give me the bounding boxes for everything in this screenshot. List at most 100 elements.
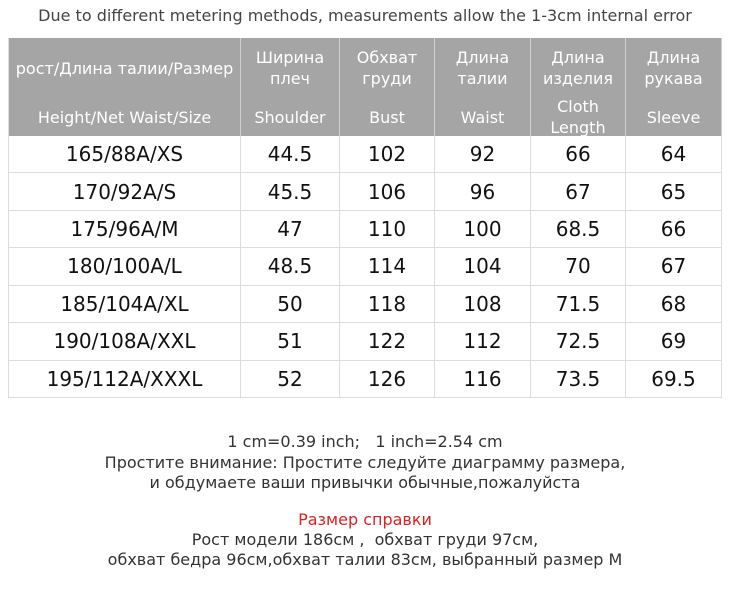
table-cell: 165/88A/XS [9, 136, 241, 174]
header-en-text: Shoulder [254, 107, 326, 127]
table-cell-text: 170/92A/S [72, 179, 177, 204]
table-cell: 47 [241, 210, 340, 249]
header-ru: Длина рукава [626, 38, 722, 98]
reference: обхват бедра 96см,обхват талии 83см, выб… [107, 550, 623, 569]
table-cell-text: 108 [463, 291, 502, 316]
table-cell: 96 [435, 173, 531, 211]
table-cell-text: 67 [565, 179, 591, 204]
table-cell: 52 [241, 360, 340, 398]
header-en: Cloth Length [531, 97, 626, 137]
table-cell-text: 92 [469, 142, 496, 167]
notice: Простите внимание: Простите следуйте диа… [104, 453, 626, 472]
header-en-text: Sleeve [646, 107, 701, 127]
header-en-text: Waist [460, 107, 505, 127]
table-cell-text: 190/108A/XXL [53, 329, 196, 354]
table-cell-text: 67 [660, 254, 687, 279]
table-cell: 65 [626, 173, 722, 211]
header-en: Sleeve [626, 98, 722, 136]
table-cell: 73.5 [531, 360, 626, 398]
table-cell: 67 [626, 248, 722, 286]
table-cell-text: 195/112A/XXXL [46, 366, 203, 391]
table-cell-text: 110 [367, 217, 407, 242]
table-cell: 112 [435, 323, 531, 361]
reference-title: Размер справки [298, 510, 432, 529]
table-cell: 64 [626, 136, 722, 174]
header-en-text: Height/Net Waist/Size [37, 107, 212, 127]
table-cell-text: 104 [463, 254, 502, 279]
header-en-text: Cloth Length [550, 97, 606, 137]
table-cell: 126 [340, 360, 435, 398]
conversion: 1 cm=0.39 inch; 1 inch=2.54 cm [227, 432, 503, 451]
table-cell: 45.5 [241, 173, 340, 211]
table-cell: 92 [435, 136, 531, 174]
table-cell-text: 66 [660, 217, 687, 242]
table-cell-text: 52 [277, 366, 303, 391]
header-ru: рост/Длина талии/Размер [9, 38, 241, 98]
table-cell: 51 [241, 323, 340, 361]
table-cell-text: 126 [367, 366, 407, 391]
table-cell-text: 106 [367, 179, 407, 204]
table-cell-text: 72.5 [555, 329, 601, 354]
table-cell: 108 [435, 285, 531, 324]
table-cell: 68 [626, 285, 722, 324]
table-cell: 70 [531, 248, 626, 286]
header-en: Bust [340, 98, 435, 136]
header-ru-text: Длина рукава [644, 48, 703, 88]
table-cell: 66 [531, 136, 626, 174]
table-cell: 118 [340, 285, 435, 324]
table-cell: 50 [241, 285, 340, 324]
table-cell-text: 71.5 [555, 291, 601, 316]
table-cell-text: 185/104A/XL [60, 291, 189, 316]
header-ru-text: Длина талии [455, 48, 510, 88]
table-cell-text: 114 [367, 254, 407, 279]
table-cell: 190/108A/XXL [9, 323, 241, 361]
header-en: Waist [435, 98, 531, 136]
note: Due to different metering methods, measu… [38, 6, 692, 25]
table-cell: 71.5 [531, 285, 626, 324]
table-cell-text: 44.5 [267, 142, 313, 167]
table-cell: 48.5 [241, 248, 340, 286]
table-cell-text: 68.5 [555, 217, 601, 242]
header-ru: Ширина плеч [241, 38, 340, 98]
table-cell-text: 112 [463, 329, 502, 354]
table-cell-text: 65 [660, 179, 687, 204]
table-cell-text: 96 [469, 179, 496, 204]
header-en: Height/Net Waist/Size [9, 98, 241, 136]
table-cell-text: 165/88A/XS [65, 142, 184, 167]
header-ru: Длина изделия [531, 38, 626, 98]
table-cell-text: 73.5 [555, 366, 601, 391]
header-ru-text: Длина изделия [542, 48, 614, 88]
notice: и обдумаете ваши привычки обычные,пожалу… [149, 473, 581, 492]
table-cell: 44.5 [241, 136, 340, 174]
table-cell-text: 116 [463, 366, 502, 391]
header-ru: Обхват груди [340, 38, 435, 98]
table-cell-text: 69.5 [651, 366, 696, 391]
table-cell: 102 [340, 136, 435, 174]
table-cell: 67 [531, 173, 626, 211]
header-en: Shoulder [241, 98, 340, 136]
table-cell-text: 180/100A/L [67, 254, 182, 279]
table-cell: 66 [626, 210, 722, 249]
table-cell: 114 [340, 248, 435, 286]
size-table: рост/Длина талии/Размер Ширина плеч Обхват… [8, 38, 722, 398]
table-cell: 116 [435, 360, 531, 398]
table-cell: 106 [340, 173, 435, 211]
table-cell: 104 [435, 248, 531, 286]
header-ru-text: Ширина плеч [255, 48, 325, 88]
table-cell-text: 47 [277, 217, 303, 242]
header-ru-text: Обхват груди [356, 48, 418, 88]
reference: Рост модели 186см , обхват груди 97см, [191, 530, 539, 549]
table-cell: 175/96A/M [9, 210, 241, 249]
table-cell: 72.5 [531, 323, 626, 361]
header-ru: Длина талии [435, 38, 531, 98]
table-cell-text: 48.5 [267, 254, 313, 279]
table-cell-text: 102 [367, 142, 407, 167]
table-cell-text: 100 [463, 217, 502, 242]
table-cell-text: 118 [367, 291, 407, 316]
table-cell-text: 51 [277, 329, 303, 354]
header-en-text: Bust [369, 107, 405, 127]
table-cell-text: 50 [277, 291, 303, 316]
table-cell: 69 [626, 323, 722, 361]
table-cell: 170/92A/S [9, 173, 241, 211]
